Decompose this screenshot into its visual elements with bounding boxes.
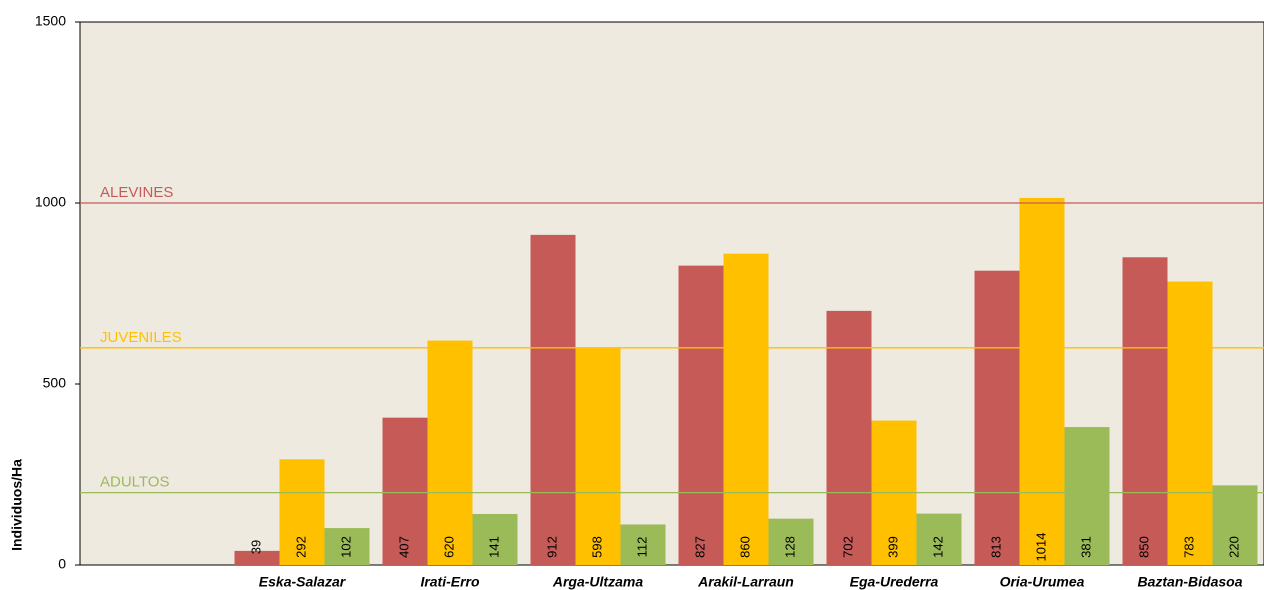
value-label: 220 — [1226, 536, 1241, 558]
bar — [768, 518, 814, 565]
bar — [916, 513, 962, 565]
value-label: 128 — [782, 536, 797, 558]
bar — [382, 417, 428, 565]
y-tick-label: 0 — [58, 556, 66, 572]
value-label: 598 — [589, 536, 604, 558]
value-label: 381 — [1078, 536, 1093, 558]
reference-label: ALEVINES — [100, 184, 173, 201]
y-axis-title: Individuos/Ha — [9, 459, 25, 551]
value-label: 1014 — [1033, 533, 1048, 562]
value-label: 142 — [930, 536, 945, 558]
y-tick-label: 1500 — [35, 13, 66, 29]
reference-label: JUVENILES — [100, 329, 182, 346]
bar — [530, 234, 576, 565]
value-label: 39 — [248, 540, 263, 554]
value-label: 702 — [840, 536, 855, 558]
bar — [234, 550, 280, 565]
bar — [1122, 257, 1168, 565]
value-label: 850 — [1136, 536, 1151, 558]
x-tick-label: Arakil-Larraun — [697, 574, 794, 590]
bar — [678, 265, 724, 565]
x-tick-label: Eska-Salazar — [259, 574, 347, 590]
bar — [279, 459, 325, 565]
bar — [1167, 281, 1213, 565]
bar — [1064, 427, 1110, 565]
value-label: 292 — [293, 536, 308, 558]
value-label: 783 — [1181, 536, 1196, 558]
y-tick-label: 1000 — [35, 194, 66, 210]
bar — [620, 524, 666, 565]
value-label: 827 — [692, 536, 707, 558]
bar — [427, 340, 473, 565]
bar — [472, 513, 518, 565]
value-label: 912 — [544, 536, 559, 558]
x-tick-label: Arga-Ultzama — [552, 574, 643, 590]
bar — [575, 348, 621, 565]
value-label: 399 — [885, 536, 900, 558]
value-label: 407 — [396, 536, 411, 558]
value-label: 620 — [441, 536, 456, 558]
value-label: 141 — [486, 536, 501, 558]
value-label: 102 — [338, 536, 353, 558]
value-label: 860 — [737, 536, 752, 558]
bar — [324, 528, 370, 565]
value-label: 112 — [634, 537, 649, 558]
bar — [723, 253, 769, 565]
reference-label: ADULTOS — [100, 474, 169, 491]
value-label: 813 — [988, 536, 1003, 558]
y-tick-label: 500 — [43, 375, 67, 391]
bar — [974, 270, 1020, 565]
x-tick-label: Baztan-Bidasoa — [1137, 574, 1242, 590]
bar — [1212, 485, 1258, 565]
bar — [1019, 197, 1065, 565]
x-tick-label: Ega-Urederra — [850, 574, 939, 590]
bar — [826, 310, 872, 565]
x-tick-label: Irati-Erro — [420, 574, 480, 590]
x-tick-label: Oria-Urumea — [1000, 574, 1085, 590]
